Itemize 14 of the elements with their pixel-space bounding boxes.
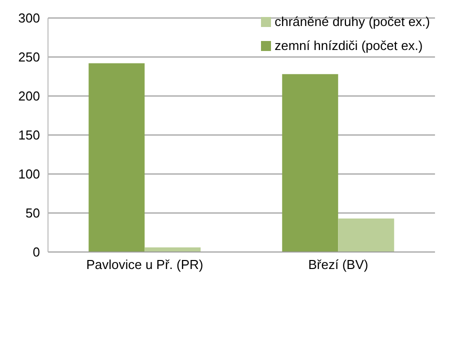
y-tick-label: 100 xyxy=(18,166,40,182)
x-tick-label: Pavlovice u Př. (PR) xyxy=(86,257,204,272)
legend-label: zemní hnízdiči (počet ex.) xyxy=(274,38,423,53)
bar xyxy=(88,63,145,252)
y-tick-label: 300 xyxy=(18,10,40,26)
y-tick-label: 50 xyxy=(26,206,40,221)
y-tick-label: 250 xyxy=(18,50,40,65)
bar xyxy=(338,218,394,252)
y-tick-label: 0 xyxy=(32,244,40,260)
y-tick-label: 150 xyxy=(18,128,40,143)
y-tick-label: 200 xyxy=(18,88,40,104)
x-tick-label: Březí (BV) xyxy=(308,257,368,272)
bar xyxy=(282,74,338,252)
legend-label: chráněné druhy (počet ex.) xyxy=(274,14,430,29)
